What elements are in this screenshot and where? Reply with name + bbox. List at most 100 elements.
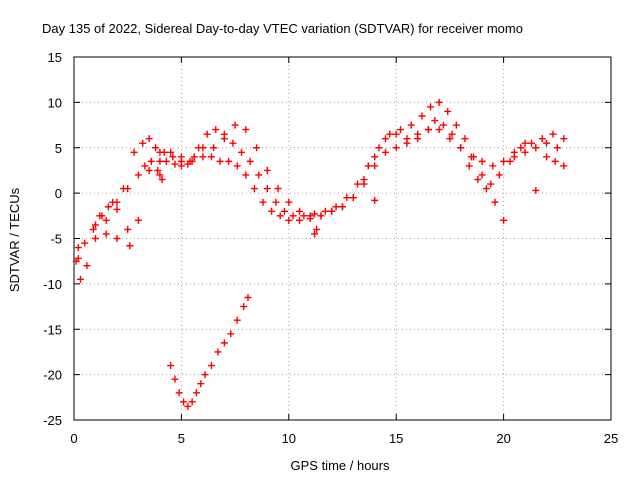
- y-tick-label: 0: [55, 186, 62, 201]
- data-point: [521, 139, 529, 147]
- data-point: [113, 235, 121, 242]
- data-point: [141, 162, 149, 170]
- data-point: [489, 162, 497, 170]
- data-point: [424, 126, 432, 134]
- data-point: [207, 153, 215, 161]
- data-point: [130, 148, 138, 156]
- data-point: [403, 135, 411, 143]
- data-point: [313, 225, 321, 233]
- data-point: [560, 135, 568, 143]
- data-point: [487, 180, 495, 188]
- data-point: [452, 121, 460, 129]
- data-point: [171, 160, 179, 168]
- data-point: [124, 225, 132, 233]
- data-point: [201, 371, 209, 379]
- tick-layer: [73, 56, 612, 421]
- data-point: [349, 194, 357, 202]
- series-track-c: [91, 121, 561, 242]
- x-tick-label: 20: [496, 431, 510, 446]
- data-point: [311, 210, 319, 218]
- data-point: [296, 207, 304, 215]
- data-point: [167, 362, 175, 370]
- x-tick-label: 15: [389, 431, 403, 446]
- data-point: [169, 153, 177, 161]
- data-point: [448, 130, 456, 138]
- data-point: [216, 157, 224, 165]
- y-tick-label: -5: [50, 232, 62, 247]
- data-point: [478, 157, 486, 165]
- data-point: [152, 144, 160, 152]
- data-point: [418, 112, 426, 120]
- data-point: [457, 144, 465, 152]
- data-point: [220, 135, 228, 143]
- data-point: [381, 148, 389, 156]
- data-point: [386, 130, 394, 138]
- data-point: [465, 162, 473, 170]
- data-point: [532, 186, 540, 194]
- data-point: [543, 153, 551, 161]
- data-point: [102, 216, 110, 224]
- data-point: [289, 212, 297, 220]
- data-point: [311, 230, 319, 238]
- data-point: [560, 162, 568, 170]
- data-point: [549, 130, 557, 138]
- x-tick-labels: 0 5 10 15 20 25: [70, 431, 618, 446]
- data-point: [339, 203, 346, 211]
- data-point: [184, 402, 192, 410]
- y-tick-labels: -25 -20 -15 -10 -5 0 5 10 15: [43, 50, 62, 428]
- data-point: [162, 157, 170, 165]
- data-point: [375, 144, 383, 152]
- data-point: [296, 216, 304, 224]
- data-point: [212, 126, 220, 134]
- data-point: [392, 130, 400, 138]
- x-tick-label: 25: [604, 431, 618, 446]
- data-point: [551, 157, 559, 165]
- data-point: [371, 153, 379, 161]
- data-point: [113, 205, 121, 213]
- data-point: [74, 254, 82, 262]
- data-point: [199, 153, 207, 161]
- data-point: [306, 212, 314, 220]
- data-point: [332, 203, 340, 211]
- data-point: [145, 166, 153, 174]
- data-point: [147, 157, 155, 165]
- data-point: [276, 212, 284, 220]
- data-point: [521, 148, 529, 156]
- data-point: [104, 203, 112, 211]
- y-tick-label: 10: [48, 95, 62, 110]
- data-point: [246, 157, 254, 165]
- series-outliers: [74, 166, 540, 262]
- data-point: [119, 185, 127, 193]
- data-point: [317, 212, 325, 220]
- data-point: [214, 348, 222, 356]
- data-point: [553, 144, 561, 152]
- data-point: [102, 230, 110, 238]
- data-point: [244, 293, 252, 301]
- data-point: [543, 139, 551, 147]
- data-point: [126, 242, 134, 250]
- data-point: [444, 107, 452, 115]
- data-point: [439, 121, 447, 129]
- data-point: [89, 225, 97, 233]
- data-point: [495, 171, 503, 179]
- data-point: [225, 157, 233, 165]
- data-point: [506, 157, 514, 165]
- data-point: [392, 144, 400, 152]
- data-point: [188, 398, 196, 406]
- data-point: [175, 389, 183, 397]
- data-point: [528, 139, 536, 147]
- data-point: [250, 185, 258, 193]
- data-point: [328, 207, 336, 215]
- data-point: [156, 148, 164, 156]
- data-point: [285, 216, 293, 224]
- data-point: [242, 126, 250, 134]
- data-point: [231, 121, 239, 129]
- data-point: [510, 153, 518, 161]
- data-point: [91, 221, 99, 229]
- data-point: [491, 198, 499, 206]
- data-point: [474, 176, 482, 184]
- data-point: [272, 198, 280, 206]
- data-point: [253, 144, 261, 152]
- x-tick-label: 5: [178, 431, 185, 446]
